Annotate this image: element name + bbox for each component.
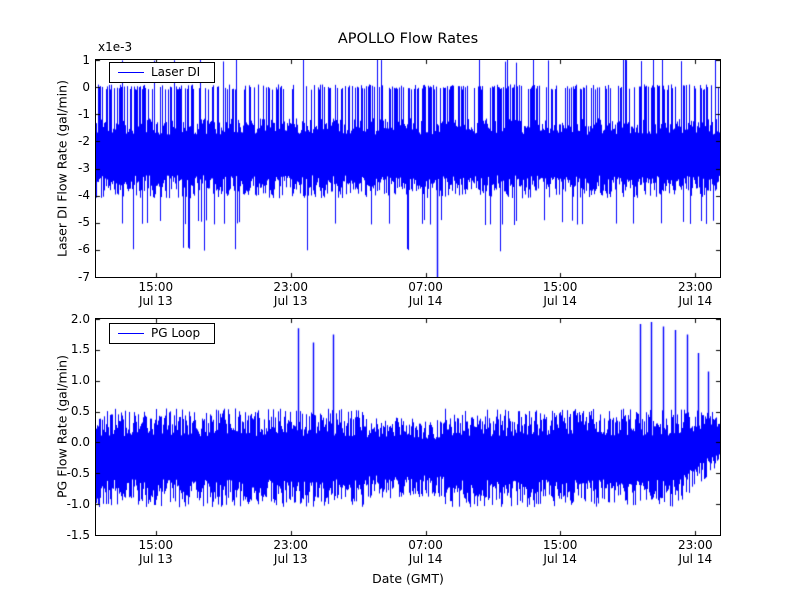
x-tick-label: 23:00 Jul 13 <box>273 538 308 566</box>
y-tick-label: -4 <box>78 188 90 203</box>
x-tick-label: 15:00 Jul 13 <box>138 538 174 566</box>
legend-line-sample <box>118 332 144 334</box>
x-tick-label: 23:00 Jul 14 <box>678 538 713 566</box>
laser-di-plot-area: Laser DI <box>95 59 721 278</box>
y-tick-label: 1 <box>82 52 90 67</box>
legend-line-sample <box>118 71 144 73</box>
x-tick-label: 15:00 Jul 14 <box>542 280 578 308</box>
y-tick-label: 1.5 <box>70 342 90 357</box>
x-axis-label: Date (GMT) <box>372 571 444 586</box>
y-tick-label: 0.0 <box>70 434 90 449</box>
y-tick-label: 0 <box>82 79 90 94</box>
y-tick-label: 1.0 <box>70 373 90 388</box>
y-axis-offset-label: x1e-3 <box>98 40 133 54</box>
y-tick-label: -3 <box>78 161 90 175</box>
y-tick-label: -0.5 <box>66 465 90 480</box>
x-tick-label: 07:00 Jul 14 <box>408 280 443 308</box>
y-tick-label: -2 <box>78 133 90 148</box>
y-tick-label: -1 <box>78 106 90 121</box>
y-tick-label: 2.0 <box>70 311 90 326</box>
y-tick-label: -5 <box>78 215 90 230</box>
laser-di-series-canvas <box>96 60 720 277</box>
x-tick-label: 07:00 Jul 14 <box>408 538 443 566</box>
x-tick-label: 15:00 Jul 14 <box>542 538 578 566</box>
x-tick-label: 15:00 Jul 13 <box>138 280 174 308</box>
chart-title: APOLLO Flow Rates <box>337 31 479 47</box>
y-tick-label: 0.5 <box>70 404 90 419</box>
pg-loop-series-canvas <box>96 319 720 535</box>
laser-di-legend: Laser DI <box>109 62 216 83</box>
pg-loop-plot-area: PG Loop <box>95 318 721 536</box>
x-tick-label: 23:00 Jul 13 <box>273 280 308 308</box>
y-tick-label: -1.5 <box>66 527 90 542</box>
y-tick-label: -7 <box>78 269 90 284</box>
x-tick-label: 23:00 Jul 14 <box>678 280 713 308</box>
pg-loop-legend: PG Loop <box>109 323 216 344</box>
legend-label: PG Loop <box>151 326 201 340</box>
y-tick-label: -6 <box>78 242 90 257</box>
y-tick-label: -1.0 <box>66 496 90 511</box>
legend-label: Laser DI <box>151 65 201 79</box>
